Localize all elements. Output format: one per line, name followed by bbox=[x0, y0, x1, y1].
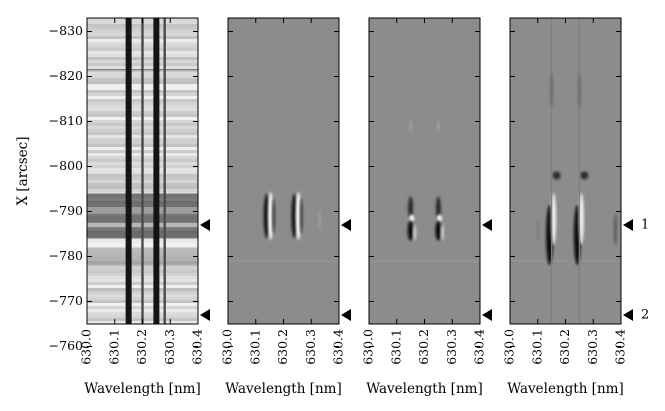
telluric-line-1 bbox=[141, 18, 144, 324]
x-axis-title: Wavelength [nm] bbox=[366, 381, 482, 397]
x-tick-label: 630.0 bbox=[361, 329, 376, 365]
y-axis-title: X [arcsec] bbox=[15, 137, 31, 206]
telluric-line-2 bbox=[163, 18, 166, 324]
y-tick-label: −800 bbox=[49, 158, 83, 173]
marker-2 bbox=[623, 309, 633, 321]
image-background bbox=[369, 18, 480, 324]
y-tick-label: −770 bbox=[49, 293, 83, 308]
panel-1-image bbox=[87, 18, 198, 324]
image-background bbox=[510, 18, 621, 324]
x-tick-label: 630.3 bbox=[444, 329, 459, 365]
marker-2 bbox=[482, 309, 492, 321]
line-feature-1 bbox=[546, 18, 561, 324]
x-tick-label: 630.0 bbox=[220, 329, 235, 365]
x-axis-title: Wavelength [nm] bbox=[225, 381, 341, 397]
marker-2 bbox=[200, 309, 210, 321]
x-tick-label: 630.2 bbox=[557, 329, 572, 365]
image-background bbox=[228, 18, 339, 324]
marker-1 bbox=[482, 219, 492, 231]
line-feature-2 bbox=[291, 192, 303, 240]
x-axis-title: Wavelength [nm] bbox=[507, 381, 623, 397]
marker-1 bbox=[623, 219, 633, 231]
x-tick-label: 630.3 bbox=[162, 329, 177, 365]
line-feature-1 bbox=[263, 192, 276, 240]
absorption-line-1 bbox=[125, 18, 132, 324]
x-axis-title: Wavelength [nm] bbox=[84, 381, 200, 397]
line-feature-1 bbox=[407, 120, 417, 241]
marker-label-1: 1 bbox=[641, 218, 649, 233]
x-tick-label: 630.1 bbox=[106, 329, 121, 365]
x-tick-label: 630.3 bbox=[585, 329, 600, 365]
y-tick-label: −790 bbox=[49, 203, 83, 218]
x-tick-label: 630.0 bbox=[502, 329, 517, 365]
x-tick-label: 630.2 bbox=[275, 329, 290, 365]
x-tick-label: 630.2 bbox=[134, 329, 149, 365]
x-tick-label: 630.0 bbox=[79, 329, 94, 365]
y-tick-label: −820 bbox=[49, 68, 83, 83]
absorption-line-2 bbox=[153, 18, 160, 324]
x-tick-label: 630.3 bbox=[303, 329, 318, 365]
x-tick-label: 630.1 bbox=[247, 329, 262, 365]
x-tick-label: 630.2 bbox=[416, 329, 431, 365]
panel-2-image bbox=[228, 18, 339, 324]
line-feature-2 bbox=[435, 120, 444, 241]
line-feature-2 bbox=[573, 18, 589, 324]
marker-2 bbox=[341, 309, 351, 321]
y-tick-label: −760 bbox=[49, 338, 83, 353]
marker-label-2: 2 bbox=[641, 308, 649, 323]
y-tick-label: −780 bbox=[49, 248, 83, 263]
y-tick-label: −810 bbox=[49, 113, 83, 128]
panel-3-image bbox=[369, 18, 480, 324]
marker-1 bbox=[341, 219, 351, 231]
x-tick-label: 630.1 bbox=[529, 329, 544, 365]
y-tick-label: −830 bbox=[49, 23, 83, 38]
marker-1 bbox=[200, 219, 210, 231]
panel-4-image bbox=[510, 18, 621, 324]
x-tick-label: 630.1 bbox=[388, 329, 403, 365]
